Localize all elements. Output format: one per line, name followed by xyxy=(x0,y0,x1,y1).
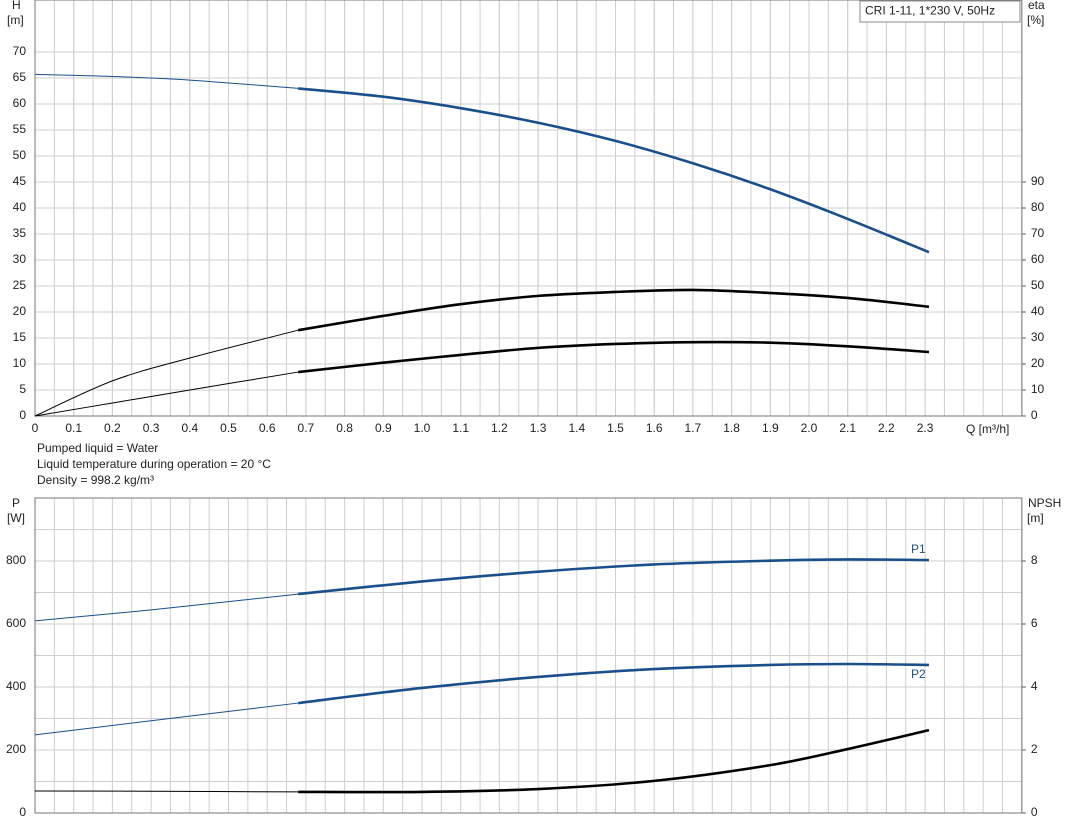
curve xyxy=(298,728,930,794)
x-tick-label: 0.2 xyxy=(104,421,121,435)
y2-tick-label: 8 xyxy=(1031,553,1038,567)
y2-tick-label: 4 xyxy=(1031,679,1038,693)
y2-tick-label: 80 xyxy=(1031,200,1045,214)
y2-tick-label: 10 xyxy=(1031,382,1045,396)
y-tick-label: 50 xyxy=(13,148,27,162)
y2-tick-label: 40 xyxy=(1031,304,1045,318)
y-tick-label: 35 xyxy=(13,226,27,240)
y-tick-label: 45 xyxy=(13,174,27,188)
x-tick-label: 1.7 xyxy=(685,421,702,435)
curve xyxy=(298,662,929,705)
y2-tick-label: 50 xyxy=(1031,278,1045,292)
curve-extension xyxy=(34,371,299,417)
subtitle-box xyxy=(859,0,1021,23)
y-tick-label: 20 xyxy=(13,304,27,318)
curve-extension xyxy=(34,73,299,89)
x-tick-label: 1.2 xyxy=(491,421,508,435)
y2-axis-unit: [%] xyxy=(1027,13,1044,27)
note: Pumped liquid = Water xyxy=(37,441,158,455)
x-axis-label: Q [m³/h] xyxy=(966,422,1009,436)
curve xyxy=(298,558,929,596)
y-tick-label: 0 xyxy=(19,805,26,819)
x-tick-label: 1.0 xyxy=(414,421,431,435)
curve xyxy=(297,288,930,332)
x-tick-label: 0.7 xyxy=(298,421,315,435)
y2-tick-label: 90 xyxy=(1031,174,1045,188)
x-tick-label: 0 xyxy=(32,421,39,435)
x-tick-label: 1.5 xyxy=(607,421,624,435)
y-tick-label: 60 xyxy=(13,96,27,110)
y2-axis-label: eta xyxy=(1028,0,1045,12)
x-tick-label: 0.5 xyxy=(220,421,237,435)
y-axis-label: H xyxy=(12,0,21,12)
y-tick-label: 15 xyxy=(13,330,27,344)
y-tick-label: 55 xyxy=(13,122,27,136)
y2-tick-label: 0 xyxy=(1031,408,1038,422)
series-label: P2 xyxy=(911,667,926,681)
y-tick-label: 65 xyxy=(13,70,27,84)
y2-tick-label: 0 xyxy=(1031,805,1038,819)
y-axis-unit: [m] xyxy=(7,13,24,27)
x-tick-label: 2.2 xyxy=(878,421,895,435)
y-tick-label: 0 xyxy=(19,408,26,422)
y-tick-label: 400 xyxy=(6,679,26,693)
y-tick-label: 25 xyxy=(13,278,27,292)
y2-tick-label: 70 xyxy=(1031,226,1045,240)
y2-tick-label: 20 xyxy=(1031,356,1045,370)
x-tick-label: 2.0 xyxy=(801,421,818,435)
plot-frame xyxy=(34,0,1023,417)
x-tick-label: 0.3 xyxy=(143,421,160,435)
x-tick-label: 0.9 xyxy=(375,421,392,435)
x-tick-label: 0.4 xyxy=(181,421,198,435)
x-tick-label: 1.3 xyxy=(530,421,547,435)
y2-axis-label: NPSH xyxy=(1028,496,1061,510)
x-tick-label: 2.3 xyxy=(917,421,934,435)
y2-tick-label: 30 xyxy=(1031,330,1045,344)
curve-extension xyxy=(34,593,299,622)
y-axis-unit: [W] xyxy=(7,511,25,525)
y-tick-label: 40 xyxy=(13,200,27,214)
y-tick-label: 5 xyxy=(19,382,26,396)
y-tick-label: 10 xyxy=(13,356,27,370)
y-tick-label: 30 xyxy=(13,252,27,266)
note: Liquid temperature during operation = 20… xyxy=(37,457,271,471)
x-tick-label: 0.8 xyxy=(336,421,353,435)
curve-extension xyxy=(34,790,299,793)
y-tick-label: 800 xyxy=(6,553,26,567)
x-tick-label: 1.6 xyxy=(646,421,663,435)
x-tick-label: 2.1 xyxy=(839,421,856,435)
curve-extension xyxy=(34,329,299,417)
y-tick-label: 70 xyxy=(13,44,27,58)
y2-tick-label: 2 xyxy=(1031,742,1038,756)
x-tick-label: 0.1 xyxy=(65,421,82,435)
x-tick-label: 1.9 xyxy=(762,421,779,435)
y-tick-label: 600 xyxy=(6,616,26,630)
curve xyxy=(298,340,930,374)
y2-tick-label: 60 xyxy=(1031,252,1045,266)
note: Density = 998.2 kg/m³ xyxy=(37,473,154,487)
y2-axis-unit: [m] xyxy=(1027,511,1044,525)
curve xyxy=(298,87,930,254)
x-tick-label: 1.4 xyxy=(568,421,585,435)
x-tick-label: 1.8 xyxy=(723,421,740,435)
curve-extension xyxy=(34,702,299,736)
x-tick-label: 1.1 xyxy=(452,421,469,435)
y2-tick-label: 6 xyxy=(1031,616,1038,630)
plot-frame xyxy=(34,497,1023,814)
subtitle: CRI 1-11, 1*230 V, 50Hz xyxy=(865,4,995,18)
series-label: P1 xyxy=(911,542,926,556)
x-tick-label: 0.6 xyxy=(259,421,276,435)
y-axis-label: P xyxy=(12,496,20,510)
y-tick-label: 200 xyxy=(6,742,26,756)
